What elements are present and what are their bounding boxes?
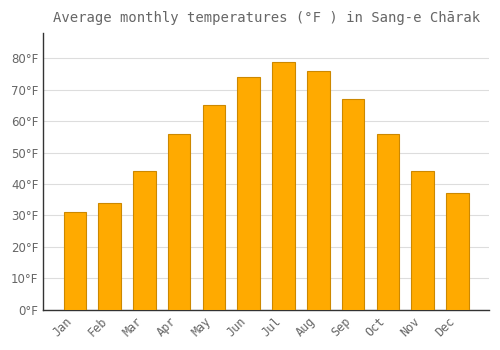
Bar (272, 62, 295, 310)
Bar (238, 77, 260, 310)
Bar (412, 172, 434, 310)
Bar (376, 134, 399, 310)
Title: Average monthly temperatures (°F ) in Sang-e Chārak: Average monthly temperatures (°F ) in Sa… (52, 11, 480, 25)
Bar (98, 203, 121, 310)
Bar (133, 172, 156, 310)
Bar (168, 134, 190, 310)
Bar (64, 212, 86, 310)
Bar (307, 71, 330, 310)
Bar (446, 194, 468, 310)
Bar (202, 105, 226, 310)
Bar (342, 99, 364, 310)
